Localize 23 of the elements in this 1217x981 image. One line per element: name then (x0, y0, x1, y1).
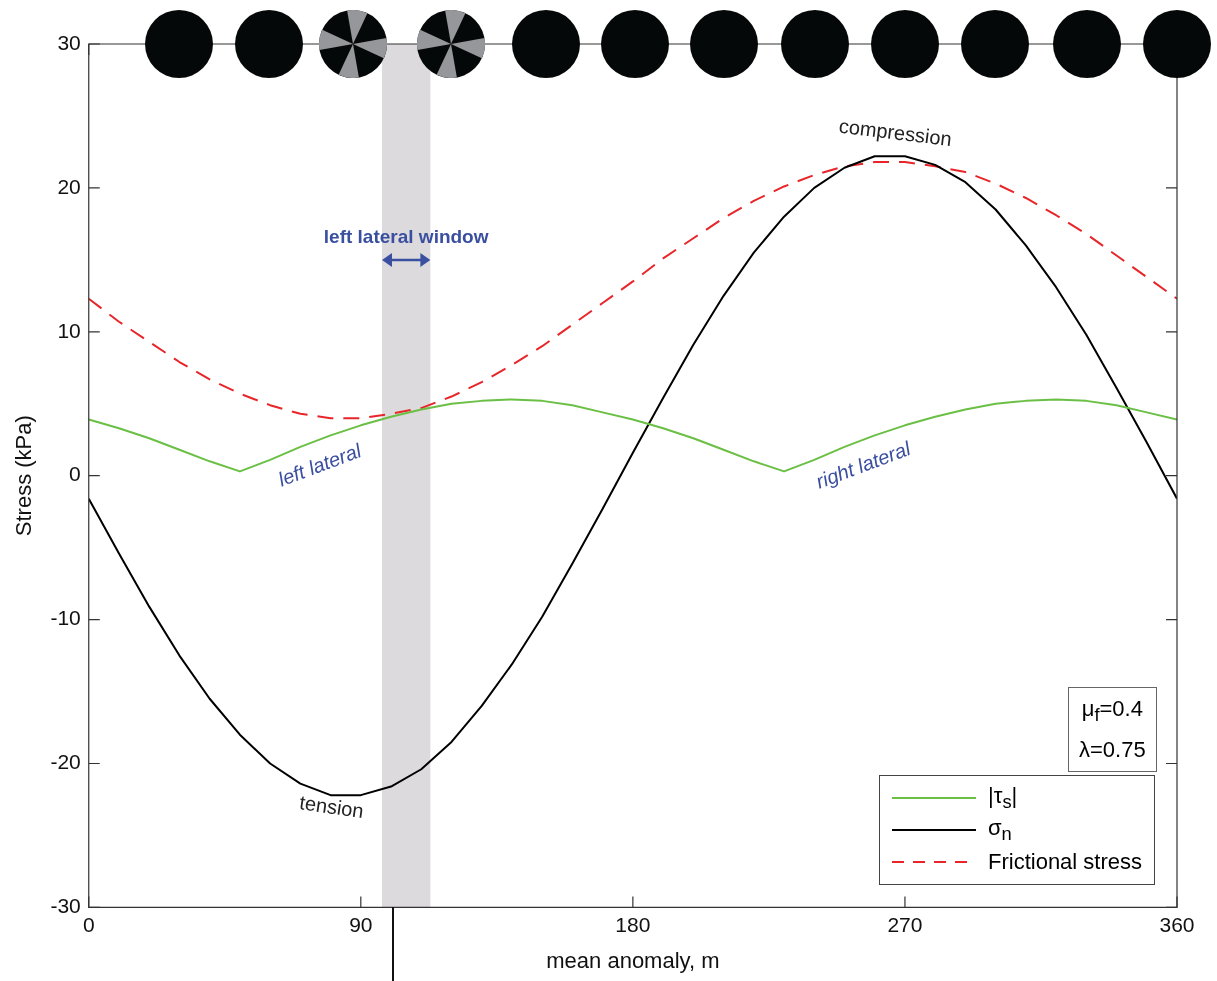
y-tick-label: -10 (50, 606, 81, 630)
annotation: λ=0.75 (1079, 735, 1146, 764)
legend-label: Frictional stress (988, 849, 1143, 876)
y-tick-label: -30 (50, 894, 81, 918)
y-tick-label: -20 (50, 750, 81, 774)
annotation: right lateral (812, 436, 914, 493)
x-tick-label: 360 (1159, 912, 1195, 936)
annotation: compression (837, 114, 953, 151)
x-tick-label: 270 (887, 912, 923, 936)
y-tick-label: 30 (57, 30, 81, 54)
annotation: tension (298, 791, 366, 823)
x-tick-label: 90 (349, 912, 373, 936)
legend-label: σ$_{n}$ (988, 815, 1012, 846)
x-axis-title: mean anomaly, m (546, 947, 720, 973)
x-tick-label: 180 (615, 912, 651, 936)
y-tick-label: 20 (57, 174, 81, 198)
y-axis-title: Stress (kPa) (11, 415, 37, 537)
annotation: μ$_{f}$=0.4 (1080, 695, 1144, 728)
annotation: left lateral (275, 439, 365, 491)
legend-label: |τ$_{s}$| (988, 783, 1018, 814)
y-tick-label: 10 (57, 318, 81, 342)
y-tick-label: 0 (69, 462, 81, 486)
band-label: left lateral window (323, 225, 489, 247)
